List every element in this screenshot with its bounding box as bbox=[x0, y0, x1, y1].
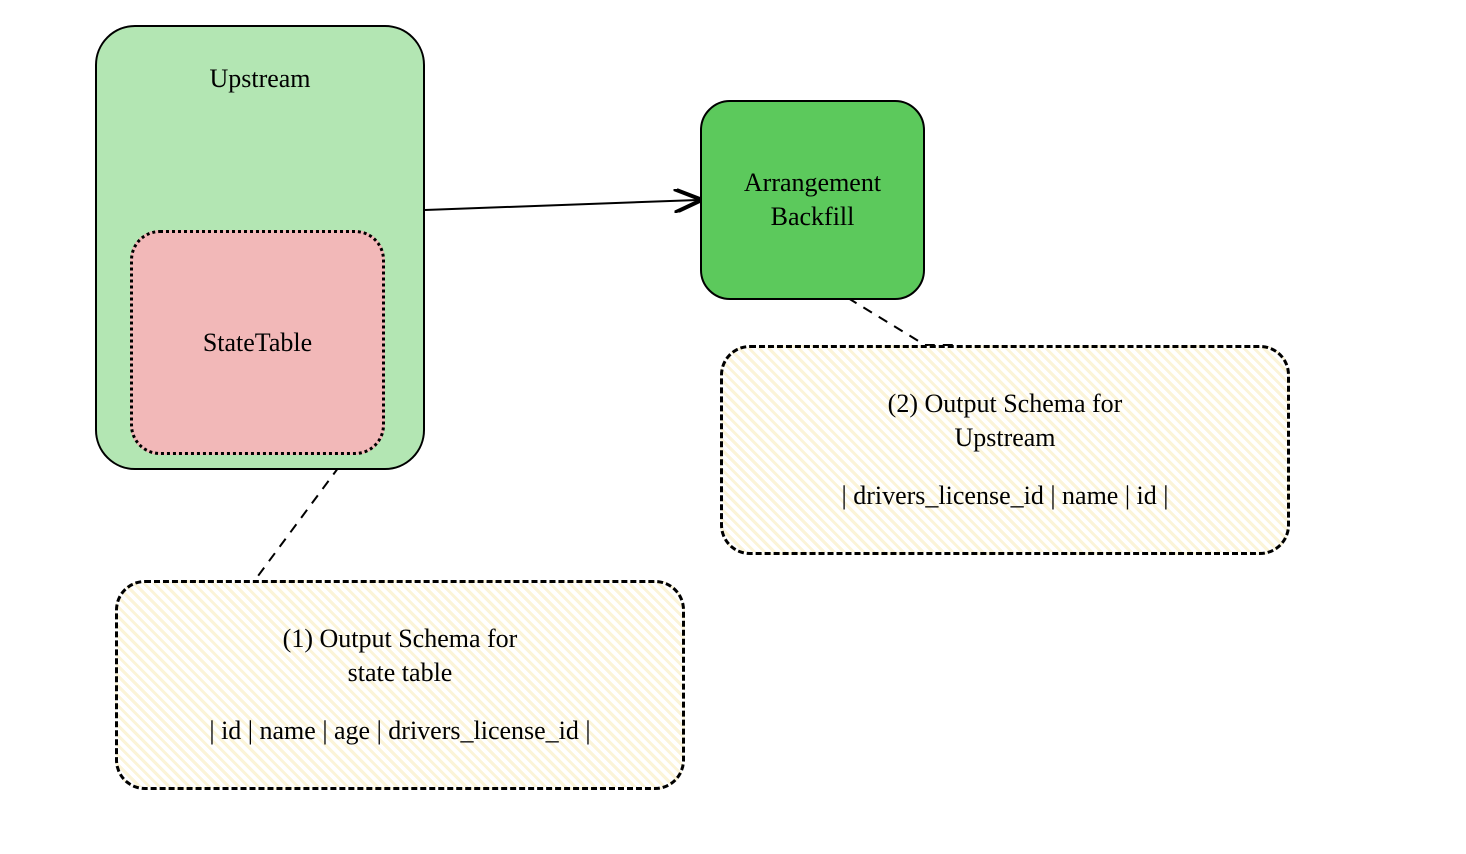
schema2-columns: | drivers_license_id | name | id | bbox=[842, 479, 1169, 513]
arrangement-label-line2: Backfill bbox=[771, 200, 855, 234]
edge-arrangement-schema2 bbox=[848, 298, 960, 345]
state-table-node: StateTable bbox=[130, 230, 385, 455]
edge-upstream-arrangement bbox=[425, 200, 698, 210]
schema1-title-line2: state table bbox=[348, 656, 453, 690]
arrangement-node: Arrangement Backfill bbox=[700, 100, 925, 300]
arrangement-label-line1: Arrangement bbox=[744, 166, 881, 200]
schema2-node: (2) Output Schema for Upstream | drivers… bbox=[720, 345, 1290, 555]
schema2-title-line2: Upstream bbox=[954, 421, 1055, 455]
schema2-title-line1: (2) Output Schema for bbox=[888, 387, 1123, 421]
edge-statetable-schema1 bbox=[255, 452, 350, 580]
upstream-label: Upstream bbox=[209, 62, 310, 96]
schema1-title-line1: (1) Output Schema for bbox=[283, 622, 518, 656]
state-table-label: StateTable bbox=[203, 326, 312, 360]
schema1-columns: | id | name | age | drivers_license_id | bbox=[209, 714, 590, 748]
schema1-node: (1) Output Schema for state table | id |… bbox=[115, 580, 685, 790]
